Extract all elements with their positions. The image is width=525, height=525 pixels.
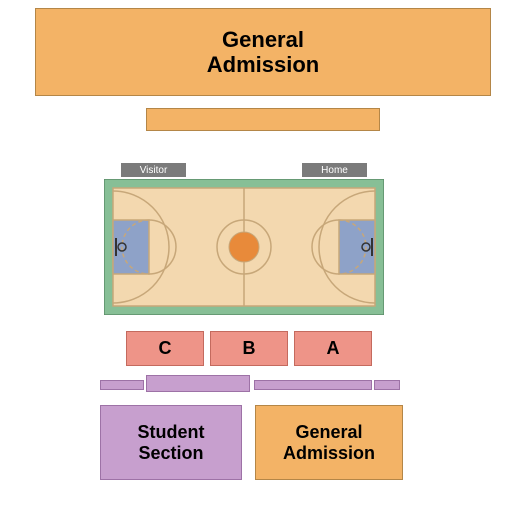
section-c[interactable]: C [126, 331, 204, 366]
purple-segment-2[interactable] [254, 380, 372, 390]
home-bench: Home [302, 163, 367, 177]
student-section[interactable]: Student Section [100, 405, 242, 480]
section-c-label: C [159, 338, 172, 359]
purple-segment-0[interactable] [100, 380, 144, 390]
home-bench-label: Home [321, 165, 348, 176]
purple-segment-3[interactable] [374, 380, 400, 390]
section-a[interactable]: A [294, 331, 372, 366]
top-general-admission-label: General Admission [207, 27, 319, 78]
bottom-general-admission[interactable]: General Admission [255, 405, 403, 480]
visitor-bench-label: Visitor [140, 165, 168, 176]
purple-segment-1[interactable] [146, 375, 250, 392]
section-b-label: B [243, 338, 256, 359]
student-section-label: Student Section [138, 422, 205, 463]
top-general-admission[interactable]: General Admission [35, 8, 491, 96]
top-bar[interactable] [146, 108, 380, 131]
bottom-general-admission-label: General Admission [283, 422, 375, 463]
section-a-label: A [327, 338, 340, 359]
visitor-bench: Visitor [121, 163, 186, 177]
section-b[interactable]: B [210, 331, 288, 366]
court-svg [104, 179, 384, 315]
basketball-court [104, 179, 384, 315]
